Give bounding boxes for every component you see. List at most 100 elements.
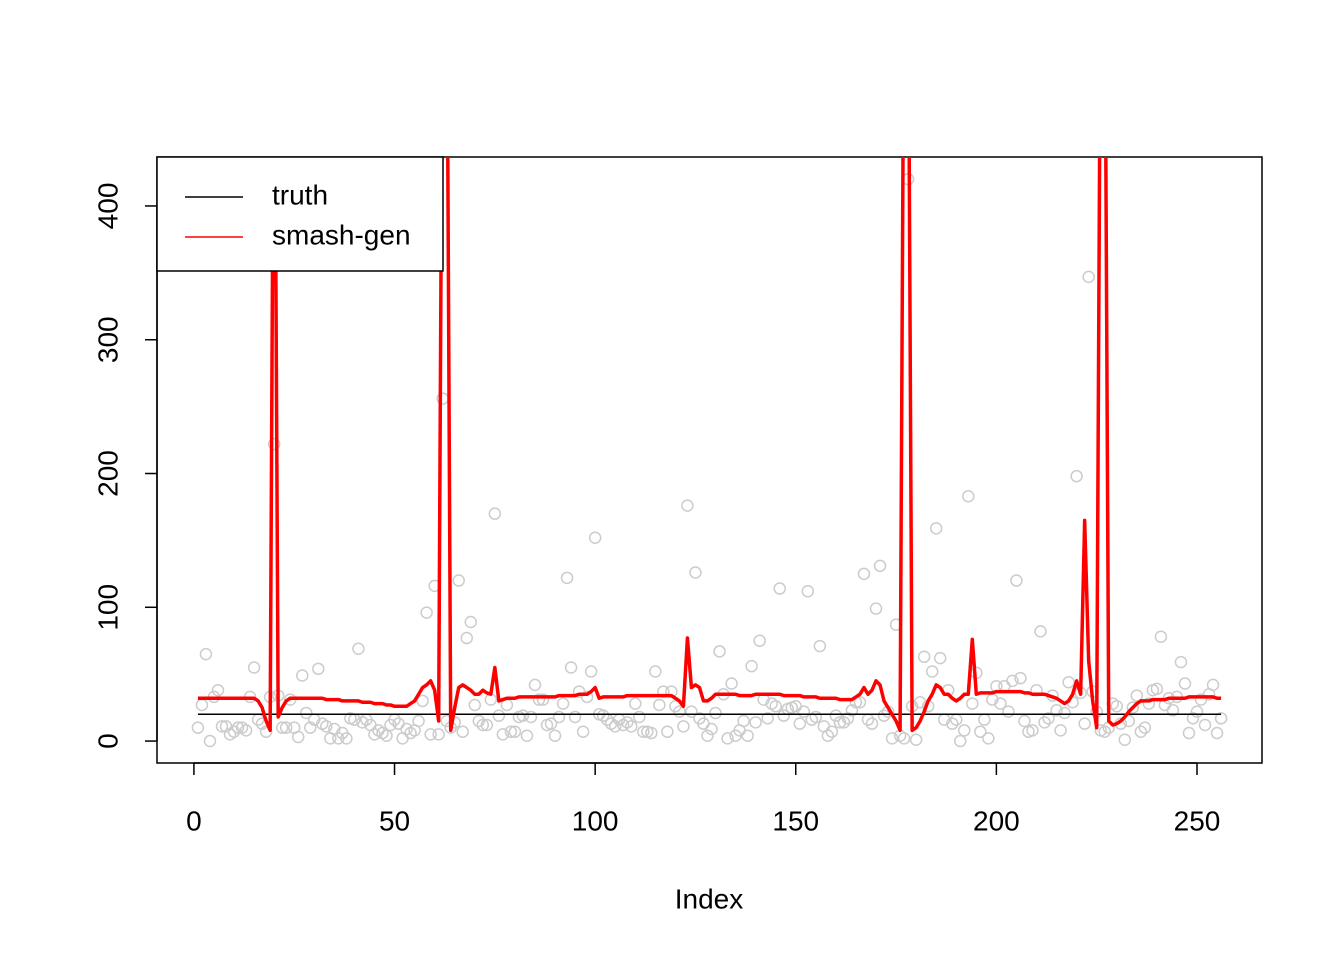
data-point [203,734,217,748]
data-point [913,696,927,709]
data-point [1130,689,1144,702]
data-point [1062,675,1075,689]
data-point [424,728,437,741]
series-line [197,157,1222,733]
data-point [528,678,542,692]
data-point [978,713,991,726]
data-point [897,732,911,745]
data-point [1002,705,1015,718]
data-point [231,721,245,734]
data-point [1186,712,1200,725]
data-point [741,729,754,742]
data-point [633,710,646,724]
data-point [1054,724,1067,737]
data-point [580,690,594,704]
data-point [701,729,714,742]
y-tick-label: 100 [92,584,123,631]
data-point [689,566,702,579]
data-point [677,720,690,733]
data-point [291,730,305,744]
data-point [833,716,847,729]
data-point [304,721,317,734]
data-point [841,712,855,725]
data-point [1210,726,1224,740]
data-point [966,697,979,710]
data-point [797,705,811,718]
data-point [1126,701,1140,714]
data-point [958,724,971,737]
data-point [211,683,225,697]
data-point [1134,725,1148,738]
data-point [777,709,790,722]
data-point [295,669,309,682]
data-point [653,698,666,712]
data-point [705,722,718,736]
data-point [745,659,758,673]
data-point [596,709,610,722]
data-point [199,647,213,661]
legend-label: smash-gen [272,219,411,250]
data-point [1206,678,1220,692]
data-point [721,732,734,745]
data-point [239,724,253,737]
data-point [456,725,469,738]
data-point [432,728,445,741]
data-point [761,712,774,725]
data-point [1154,630,1168,643]
x-tick-label: 0 [186,805,202,836]
data-point [685,705,698,718]
data-point [845,704,859,717]
data-point [1150,682,1164,696]
data-point [629,697,642,710]
data-point [1110,700,1124,713]
data-point [637,725,650,738]
data-point [416,694,429,708]
data-point [267,437,281,451]
data-point [215,720,229,733]
data-point [1006,674,1019,688]
data-point [725,677,738,690]
data-point [933,651,947,665]
x-tick-label: 150 [772,805,819,836]
data-point [645,726,658,740]
data-point [452,574,465,587]
data-point [865,717,879,730]
data-point [468,698,482,712]
data-point [1014,671,1027,685]
data-point [769,700,782,713]
data-point [773,582,786,595]
y-tick-label: 0 [92,733,123,749]
x-tick-label: 200 [973,805,1020,836]
data-point [195,698,209,712]
data-point [532,693,546,706]
data-point [625,720,638,733]
data-point [340,732,353,745]
data-point [275,721,289,734]
data-point [925,665,939,678]
data-point [476,718,490,732]
data-point [962,490,975,503]
data-point [412,714,425,728]
data-point [492,709,506,722]
data-point [1034,625,1047,638]
data-point [259,725,273,738]
data-point [548,729,562,742]
data-point [524,710,538,724]
data-point [480,718,494,732]
data-point [1038,716,1051,729]
data-point [801,584,815,598]
data-point [279,721,293,734]
data-point [576,725,590,738]
data-point [320,720,333,733]
data-point [1182,726,1196,740]
data-point [352,642,365,656]
data-point [1190,705,1204,718]
data-point [1042,712,1055,725]
data-point [1214,712,1228,725]
data-point [380,729,393,742]
data-point [1118,733,1132,746]
data-point [191,721,205,734]
data-point [564,661,578,674]
data-point [857,567,871,581]
